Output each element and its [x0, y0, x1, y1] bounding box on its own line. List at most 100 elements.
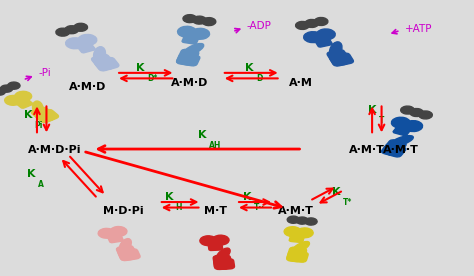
- Ellipse shape: [33, 101, 43, 115]
- Circle shape: [178, 26, 196, 37]
- FancyBboxPatch shape: [336, 53, 354, 65]
- FancyBboxPatch shape: [290, 248, 307, 261]
- Circle shape: [317, 29, 335, 40]
- Circle shape: [284, 227, 301, 237]
- Text: A·M·D: A·M·D: [69, 82, 106, 92]
- Circle shape: [419, 111, 432, 119]
- Text: -Pi: -Pi: [39, 68, 52, 78]
- Text: K: K: [245, 63, 254, 73]
- Text: A·M·T: A·M·T: [278, 206, 314, 216]
- FancyBboxPatch shape: [217, 255, 232, 269]
- FancyBboxPatch shape: [393, 121, 414, 136]
- Circle shape: [305, 20, 319, 27]
- FancyBboxPatch shape: [287, 247, 303, 261]
- FancyBboxPatch shape: [124, 249, 140, 260]
- FancyBboxPatch shape: [385, 141, 406, 156]
- FancyBboxPatch shape: [95, 59, 113, 71]
- Circle shape: [401, 106, 414, 114]
- Circle shape: [98, 229, 115, 238]
- Circle shape: [8, 82, 20, 89]
- FancyBboxPatch shape: [176, 54, 193, 65]
- FancyBboxPatch shape: [183, 54, 200, 66]
- Text: K: K: [332, 187, 340, 197]
- FancyBboxPatch shape: [213, 255, 228, 269]
- Circle shape: [65, 26, 79, 34]
- Text: A·M·T: A·M·T: [349, 145, 385, 155]
- Text: K: K: [243, 192, 251, 201]
- Text: A·M·D·Pi: A·M·D·Pi: [28, 145, 81, 155]
- Text: D*: D*: [147, 74, 157, 83]
- Circle shape: [192, 16, 206, 24]
- Text: K: K: [24, 110, 32, 120]
- Text: A·M·D: A·M·D: [171, 78, 208, 88]
- Circle shape: [5, 95, 21, 105]
- FancyBboxPatch shape: [388, 145, 406, 157]
- FancyBboxPatch shape: [118, 250, 134, 261]
- Text: M·T: M·T: [204, 206, 227, 216]
- FancyBboxPatch shape: [220, 259, 235, 269]
- Circle shape: [66, 38, 84, 49]
- Circle shape: [392, 117, 410, 128]
- Circle shape: [305, 218, 317, 225]
- Circle shape: [183, 15, 197, 23]
- Text: H: H: [175, 203, 182, 212]
- Text: -ADP: -ADP: [246, 21, 271, 31]
- Circle shape: [74, 23, 88, 31]
- Text: T··: T··: [254, 203, 264, 212]
- Text: T: T: [379, 116, 384, 126]
- Ellipse shape: [216, 248, 230, 261]
- FancyBboxPatch shape: [214, 259, 228, 269]
- FancyBboxPatch shape: [382, 140, 403, 155]
- Text: A: A: [38, 180, 44, 189]
- Text: A·M·T: A·M·T: [383, 145, 419, 155]
- Circle shape: [296, 228, 313, 238]
- Ellipse shape: [329, 42, 342, 57]
- Text: +ATP: +ATP: [405, 24, 433, 34]
- FancyBboxPatch shape: [292, 251, 308, 262]
- Circle shape: [200, 236, 217, 246]
- Circle shape: [78, 34, 97, 45]
- FancyBboxPatch shape: [34, 107, 56, 121]
- Circle shape: [0, 85, 13, 92]
- FancyBboxPatch shape: [91, 55, 112, 70]
- FancyBboxPatch shape: [40, 109, 58, 121]
- FancyBboxPatch shape: [117, 246, 134, 260]
- FancyBboxPatch shape: [312, 33, 332, 47]
- Circle shape: [212, 235, 229, 245]
- Ellipse shape: [390, 136, 413, 146]
- Text: K: K: [27, 169, 36, 179]
- Circle shape: [56, 28, 70, 36]
- Circle shape: [287, 216, 300, 223]
- Text: AH: AH: [209, 141, 221, 150]
- FancyBboxPatch shape: [74, 38, 95, 53]
- Circle shape: [314, 17, 328, 25]
- Circle shape: [191, 28, 210, 39]
- FancyBboxPatch shape: [95, 54, 116, 70]
- Circle shape: [0, 88, 5, 95]
- FancyBboxPatch shape: [11, 95, 33, 108]
- Text: K: K: [164, 192, 173, 201]
- Circle shape: [410, 108, 423, 116]
- Circle shape: [15, 91, 32, 101]
- FancyBboxPatch shape: [106, 230, 123, 243]
- Circle shape: [202, 18, 216, 26]
- FancyBboxPatch shape: [35, 112, 54, 123]
- FancyBboxPatch shape: [177, 49, 195, 64]
- FancyBboxPatch shape: [329, 54, 347, 66]
- Text: K: K: [198, 130, 206, 140]
- FancyBboxPatch shape: [100, 57, 119, 69]
- FancyBboxPatch shape: [289, 230, 306, 242]
- FancyBboxPatch shape: [180, 50, 199, 65]
- FancyBboxPatch shape: [182, 30, 201, 44]
- Text: K: K: [368, 105, 377, 115]
- Circle shape: [404, 121, 422, 132]
- FancyBboxPatch shape: [208, 238, 223, 251]
- Ellipse shape: [93, 47, 106, 62]
- Text: D: D: [256, 74, 262, 83]
- Text: M·D·Pi: M·D·Pi: [103, 206, 144, 216]
- Circle shape: [304, 32, 322, 43]
- FancyBboxPatch shape: [382, 144, 400, 155]
- Ellipse shape: [119, 239, 131, 253]
- Text: Pi: Pi: [35, 121, 43, 130]
- Text: K: K: [136, 63, 145, 73]
